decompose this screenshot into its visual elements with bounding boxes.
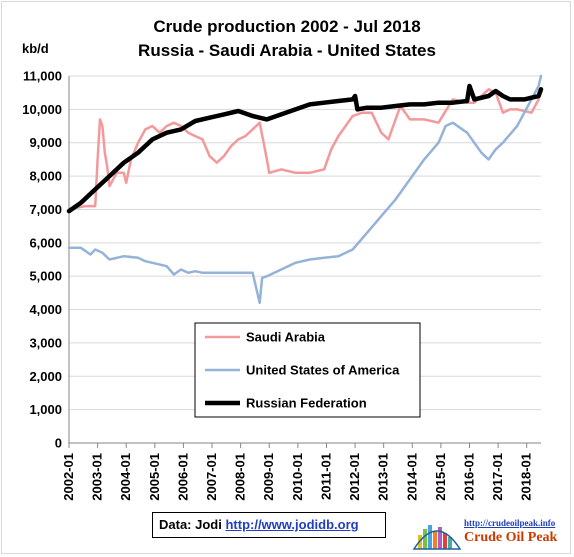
y-axis-label: kb/d [22, 41, 49, 56]
series-lines [66, 74, 544, 305]
x-tick-label: 2009-01 [261, 453, 276, 501]
crude-oil-peak-logo [412, 525, 462, 550]
series-line-russian-federation [66, 83, 544, 214]
x-tick-label: 2013-01 [376, 453, 391, 501]
x-tick-label: 2011-01 [318, 453, 333, 500]
x-tick-label: 2016-01 [461, 453, 476, 501]
series-line-united-states-of-america [67, 74, 543, 305]
x-tick-label: 2006-01 [175, 453, 190, 501]
x-tick-label: 2005-01 [147, 453, 162, 501]
legend-label: Russian Federation [246, 396, 367, 411]
logo-name: Crude Oil Peak [464, 530, 558, 545]
x-tick-label: 2008-01 [233, 453, 248, 501]
series-line-saudi-arabia [67, 88, 543, 211]
chart-title: Crude production 2002 - Jul 2018 [153, 17, 421, 36]
x-tick-label: 2002-01 [61, 453, 76, 501]
y-tick-label: 10,000 [22, 102, 62, 117]
x-tick-label: 2004-01 [118, 453, 133, 501]
y-tick-label: 2,000 [29, 369, 62, 384]
gridlines [68, 75, 541, 444]
x-tick-label: 2014-01 [404, 453, 419, 501]
y-tick-label: 9,000 [29, 135, 62, 150]
y-tick-label: 7,000 [29, 202, 62, 217]
y-tick-label: 4,000 [29, 302, 62, 317]
x-tick-label: 2017-01 [490, 453, 505, 501]
y-tick-label: 3,000 [29, 335, 62, 350]
y-tick-label: 8,000 [29, 169, 62, 184]
chart-subtitle: Russia - Saudi Arabia - United States [138, 41, 436, 60]
source-link[interactable]: http://www.jodidb.org [225, 517, 359, 532]
legend: Saudi Arabia United States of America Russ… [194, 322, 421, 418]
y-tick-label: 5,000 [29, 269, 62, 284]
data-source-box: Data: Jodi http://www.jodidb.org [152, 512, 386, 538]
y-tick-label: 6,000 [29, 235, 62, 250]
x-tick-label: 2012-01 [347, 453, 362, 501]
y-tick-label: 11,000 [23, 69, 62, 84]
legend-label: United States of America [246, 363, 400, 378]
x-tick-label: 2015-01 [433, 453, 448, 501]
y-axis-ticks: 0 1,000 2,000 3,000 4,000 5,000 6,000 7,000 8,00… [22, 69, 62, 451]
legend-label: Saudi Arabia [246, 330, 326, 345]
x-tick-label: 2007-01 [204, 453, 219, 501]
x-axis-ticks: 2002-01 2003-01 2004-01 2005-01 2006-01 2007-… [61, 443, 534, 501]
x-tick-label: 2018-01 [519, 453, 534, 501]
y-tick-label: 0 [55, 436, 62, 451]
x-tick-label: 2003-01 [90, 453, 105, 501]
y-tick-label: 1,000 [29, 402, 62, 417]
logo-url[interactable]: http://crudeoilpeak.info [464, 518, 556, 528]
x-tick-label: 2010-01 [290, 453, 305, 501]
source-label: Data: Jodi [159, 517, 222, 532]
